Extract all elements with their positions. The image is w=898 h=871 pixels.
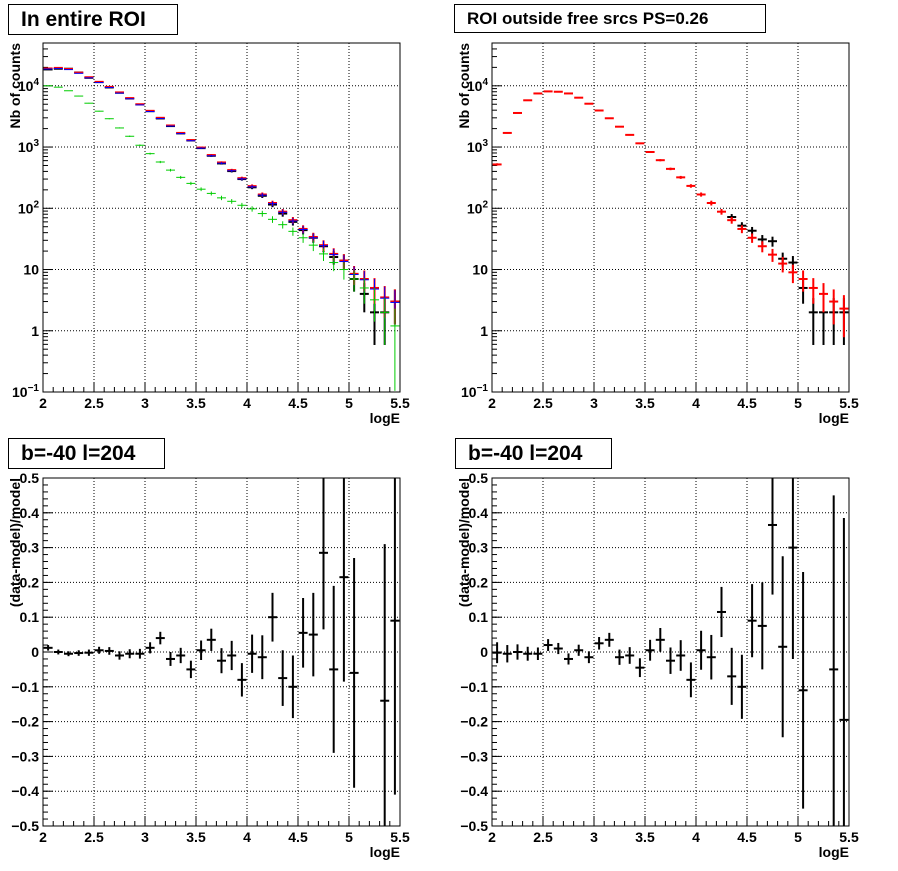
plot-frame — [491, 42, 850, 393]
x-tick-label: 4 — [243, 829, 251, 845]
x-tick-label: 5 — [794, 395, 802, 411]
x-tick-label: 3.5 — [635, 395, 655, 411]
y-axis-title: (data-model)/model — [456, 478, 472, 607]
y-tick-label: 102 — [467, 199, 489, 216]
x-tick-label: 2 — [488, 395, 496, 411]
y-tick-label: 10−1 — [12, 383, 39, 400]
y-axis-title: Nb of counts — [456, 43, 472, 129]
x-tick-label: 3.5 — [635, 829, 655, 845]
x-tick-label: 4.5 — [288, 829, 308, 845]
x-tick-label: 5 — [345, 829, 353, 845]
series-0 — [492, 478, 849, 826]
y-tick-label: 0.5 — [20, 470, 40, 486]
panel-title: b=-40 l=204 — [8, 438, 165, 469]
x-tick-label: 3 — [590, 395, 598, 411]
y-tick-label: 103 — [467, 138, 489, 155]
x-tick-label: 5.5 — [390, 395, 410, 411]
plot-frame — [42, 42, 401, 393]
y-tick-label: −0.5 — [11, 818, 39, 834]
x-tick-label: 3 — [141, 395, 149, 411]
x-axis-title: logE — [819, 410, 849, 426]
panel-title: ROI outside free srcs PS=0.26 — [454, 4, 766, 33]
panel-title: In entire ROI — [8, 4, 178, 35]
series-0 — [727, 214, 849, 345]
y-tick-label: −0.2 — [460, 714, 488, 730]
x-tick-label: 2.5 — [84, 829, 104, 845]
y-tick-label: 0 — [31, 644, 39, 660]
y-tick-label: −0.3 — [460, 748, 488, 764]
x-tick-label: 2 — [39, 829, 47, 845]
y-tick-label: 0.1 — [20, 609, 40, 625]
panel-outside-free-srcs: 2 2.5 3 3.5 4 4.5 5 5.5 10−1 1 10 102 103 104 logE Nb o… — [456, 42, 859, 426]
x-tick-label: 4.5 — [737, 829, 757, 845]
panel-residual-right: 2 2.5 3 3.5 4 4.5 5 5.5 −0.5 −0.4 −0.3 −0.2 −0.1 0 0.1… — [456, 470, 859, 860]
x-tick-label: 2.5 — [533, 395, 553, 411]
y-tick-label: 0.1 — [469, 609, 489, 625]
series-0 — [43, 67, 400, 345]
y-tick-label: −0.5 — [460, 818, 488, 834]
y-tick-label: 104 — [18, 77, 40, 94]
x-axis-title: logE — [370, 410, 400, 426]
y-tick-label: −0.4 — [460, 783, 488, 799]
plot-frame — [42, 477, 401, 827]
y-tick-label: −0.1 — [460, 679, 488, 695]
y-tick-label: −0.1 — [11, 679, 39, 695]
y-tick-label: −0.4 — [11, 783, 39, 799]
y-tick-label: −0.3 — [11, 748, 39, 764]
x-tick-label: 5.5 — [839, 395, 859, 411]
x-tick-label: 3 — [590, 829, 598, 845]
y-tick-label: 0.2 — [469, 574, 489, 590]
y-tick-label: 104 — [467, 77, 489, 94]
series-1 — [492, 90, 849, 338]
x-tick-label: 5.5 — [839, 829, 859, 845]
x-tick-label: 5 — [794, 829, 802, 845]
y-tick-label: −0.2 — [11, 714, 39, 730]
x-tick-label: 2.5 — [533, 829, 553, 845]
y-tick-label: 1 — [480, 323, 488, 339]
series-2 — [43, 67, 400, 326]
x-tick-label: 4.5 — [288, 395, 308, 411]
x-tick-label: 4 — [692, 829, 700, 845]
x-tick-label: 3 — [141, 829, 149, 845]
x-tick-label: 2.5 — [84, 395, 104, 411]
y-tick-label: 0.5 — [469, 470, 489, 486]
panel-entire-roi: 2 2.5 3 3.5 4 4.5 5 5.5 10−1 1 10 102 103 104 logE Nb o… — [7, 42, 410, 426]
x-tick-label: 4 — [692, 395, 700, 411]
y-tick-label: 0.4 — [20, 505, 40, 521]
series-3 — [43, 85, 400, 391]
x-tick-label: 2 — [39, 395, 47, 411]
y-tick-label: 102 — [18, 199, 40, 216]
x-tick-label: 4.5 — [737, 395, 757, 411]
x-axis-title: logE — [370, 844, 400, 860]
x-tick-label: 5 — [345, 395, 353, 411]
y-tick-label: 10 — [472, 262, 488, 278]
y-tick-label: 10 — [23, 262, 39, 278]
y-tick-label: 0.2 — [20, 574, 40, 590]
y-axis-title: (data-model)/model — [7, 478, 23, 607]
y-tick-label: 10−1 — [461, 383, 488, 400]
y-tick-label: 0.3 — [20, 540, 40, 556]
y-axis-title: Nb of counts — [7, 43, 23, 129]
x-tick-label: 3.5 — [186, 829, 206, 845]
x-tick-label: 3.5 — [186, 395, 206, 411]
plot-frame — [491, 477, 850, 827]
panel-residual-left: 2 2.5 3 3.5 4 4.5 5 5.5 −0.5 −0.4 −0.3 −0.2 −0.1 0 0.1… — [7, 470, 410, 860]
y-tick-label: 1 — [31, 323, 39, 339]
y-tick-label: 103 — [18, 138, 40, 155]
panel-title: b=-40 l=204 — [455, 438, 612, 469]
series-0 — [43, 478, 400, 826]
y-tick-label: 0.4 — [469, 505, 489, 521]
y-tick-label: 0 — [480, 644, 488, 660]
x-tick-label: 4 — [243, 395, 251, 411]
x-axis-title: logE — [819, 844, 849, 860]
x-tick-label: 5.5 — [390, 829, 410, 845]
x-tick-label: 2 — [488, 829, 496, 845]
y-tick-label: 0.3 — [469, 540, 489, 556]
